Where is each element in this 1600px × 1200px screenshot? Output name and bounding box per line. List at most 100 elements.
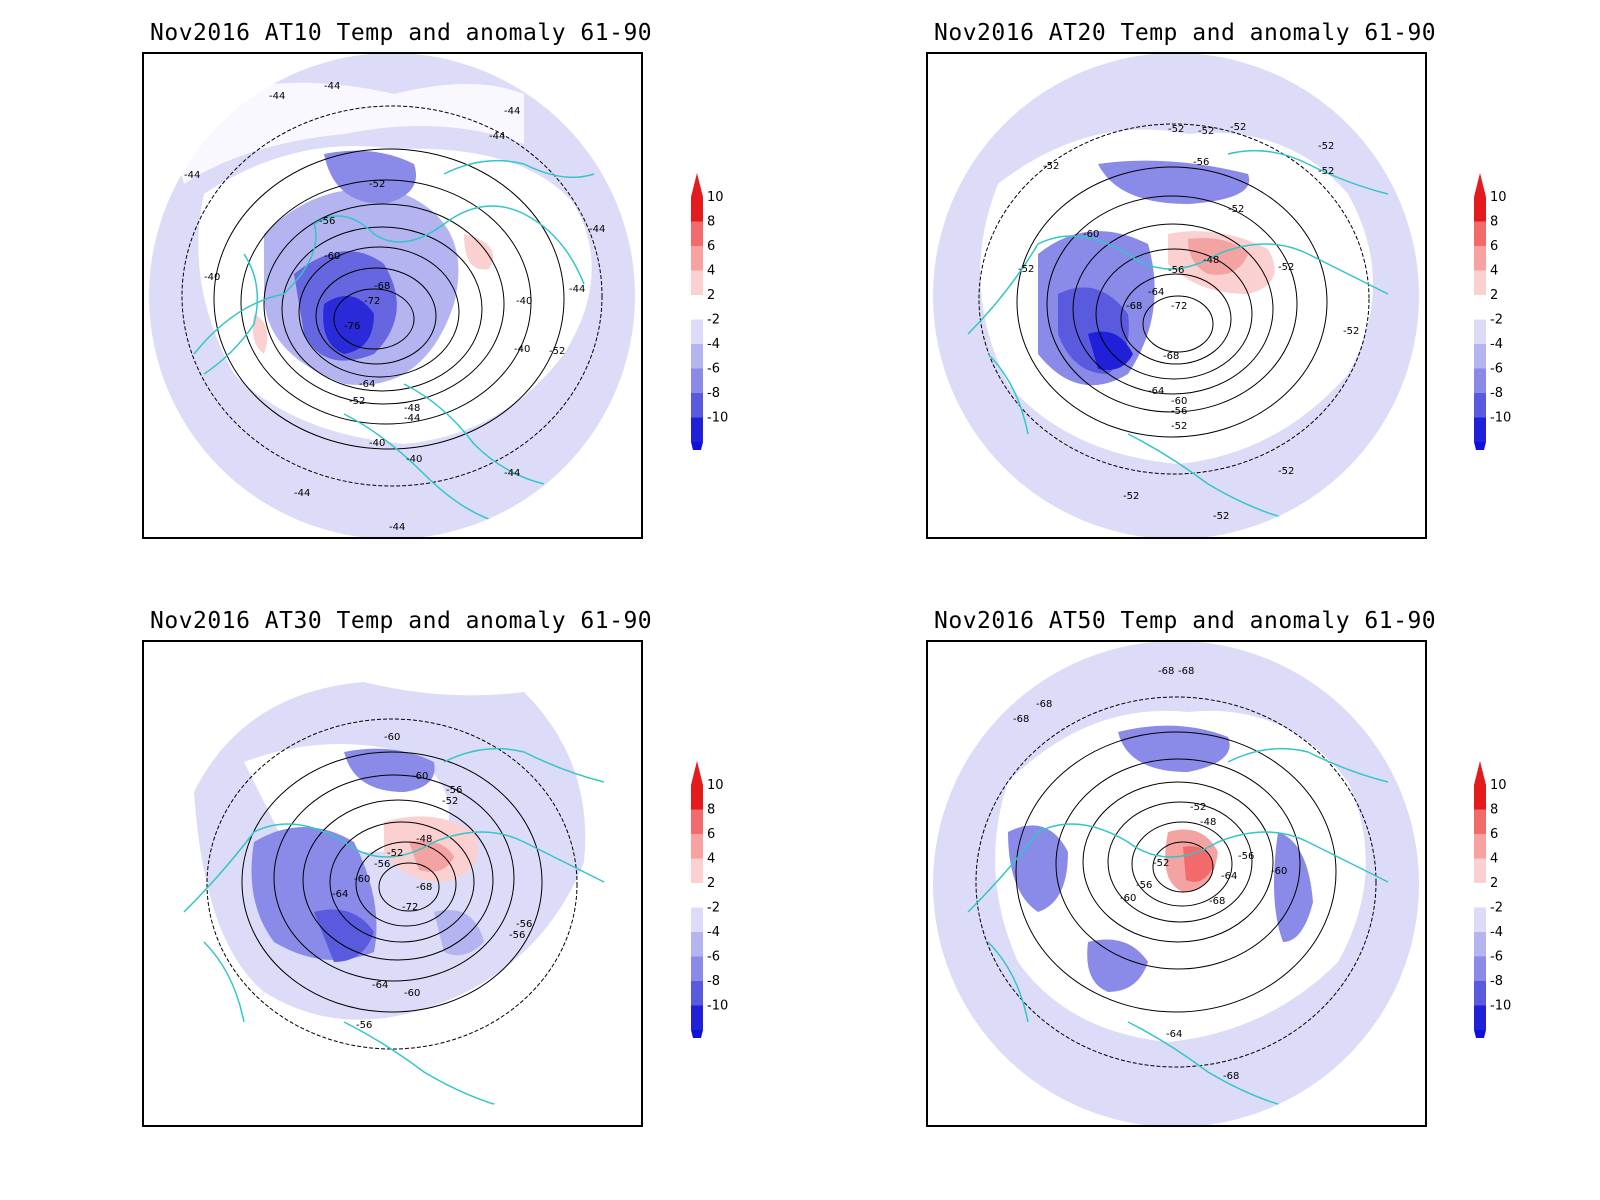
colorbar-label: -4 — [707, 925, 720, 940]
contour-label: -56 — [509, 930, 525, 941]
contour-label: -64 — [1148, 287, 1164, 298]
colorbar-label: 8 — [707, 215, 715, 230]
colorbar-label: 10 — [707, 190, 724, 205]
contour-label: -56 — [374, 859, 390, 870]
contour-label: -44 — [589, 224, 605, 235]
panel-title: Nov2016 AT50 Temp and anomaly 61-90 — [934, 608, 1437, 634]
anomaly-neg-deep — [1088, 331, 1133, 370]
contour-label: -60 — [354, 874, 370, 885]
contour-label: -76 — [344, 321, 360, 332]
colorbar-bottom-arrow — [1474, 1030, 1486, 1038]
colorbar-swatch — [1474, 956, 1486, 981]
colorbar-swatch — [1474, 246, 1486, 271]
contour-labels: -60 -60 -56 -52 -48 -52 -56 -60 -64 -68 … — [332, 732, 532, 1031]
contour-label: -56 — [1193, 157, 1209, 168]
colorbar-label: -2 — [1490, 901, 1503, 916]
colorbar-label: -2 — [707, 901, 720, 916]
colorbar-bottom-arrow — [691, 1030, 703, 1038]
colorbar-label: -6 — [1490, 362, 1503, 377]
colorbar-swatch — [1474, 417, 1486, 442]
contour-label: -48 — [1200, 817, 1216, 828]
contour-label: -60 — [1120, 893, 1136, 904]
contour-label: -52 — [1168, 124, 1184, 135]
contour-label: -64 — [1166, 1029, 1182, 1040]
contour-label: -64 — [359, 379, 375, 390]
contour-label: -40 — [204, 272, 220, 283]
contour-label: -68 — [416, 882, 432, 893]
colorbar-label: -8 — [1490, 386, 1503, 401]
contour-label: -60 — [404, 988, 420, 999]
colorbar-swatch — [691, 785, 703, 810]
colorbar-swatch — [1474, 858, 1486, 883]
contour-label: -52 — [1228, 204, 1244, 215]
colorbar-swatch — [691, 270, 703, 295]
contour-label: -52 — [1318, 141, 1334, 152]
contour-label: -48 — [404, 403, 420, 414]
contour-label: -56 — [1171, 406, 1187, 417]
colorbar-label: 10 — [1490, 190, 1507, 205]
contour-label: -48 — [416, 834, 432, 845]
contour-label: -56 — [516, 919, 532, 930]
contour-label: -52 — [369, 179, 385, 190]
panel-title: Nov2016 AT30 Temp and anomaly 61-90 — [150, 608, 653, 634]
colorbar-swatch — [1474, 834, 1486, 859]
contour-label: -68 — [374, 281, 390, 292]
colorbar-swatch — [691, 295, 703, 320]
colorbar-swatch — [691, 809, 703, 834]
contour-label: -72 — [402, 902, 418, 913]
contour-label: -52 — [549, 346, 565, 357]
contour-label: -52 — [1213, 511, 1229, 522]
contour-label: -56 — [1168, 265, 1184, 276]
colorbar-swatch — [1474, 932, 1486, 957]
contour-label: -68 — [1158, 666, 1174, 677]
colorbar-label: -10 — [1490, 411, 1511, 426]
contour-label: -68 — [1013, 714, 1029, 725]
contour-label: -44 — [504, 106, 520, 117]
contour-label: -52 — [442, 796, 458, 807]
contour-label: -56 — [446, 785, 462, 796]
contour-label: -44 — [389, 522, 405, 533]
colorbar-label: 8 — [1490, 215, 1498, 230]
contour-label: -56 — [1238, 851, 1254, 862]
contour-label: -60 — [384, 732, 400, 743]
colorbar-swatch — [1474, 981, 1486, 1006]
colorbar-label: 8 — [707, 803, 715, 818]
colorbar-swatch — [691, 344, 703, 369]
colorbar-label: -6 — [1490, 950, 1503, 965]
colorbar-swatch — [1474, 197, 1486, 222]
contour-label: -60 — [324, 251, 340, 262]
contour-label: -52 — [1018, 264, 1034, 275]
contour-label: -52 — [1230, 122, 1246, 133]
contour-label: -60 — [1171, 396, 1187, 407]
colorbar-label: -10 — [1490, 999, 1511, 1014]
polar-map: -68 -68 -68 -68 -52 -48 -56 -52 -56 -60 … — [926, 640, 1427, 1127]
colorbar-swatch — [691, 393, 703, 418]
colorbar-swatch — [691, 368, 703, 393]
colorbar-label: 2 — [707, 876, 715, 891]
contour-label: -52 — [1318, 166, 1334, 177]
colorbar-top-arrow — [1474, 761, 1486, 785]
map-svg: -68 -68 -68 -68 -52 -48 -56 -52 -56 -60 … — [933, 642, 1419, 1125]
colorbar-swatch — [691, 1005, 703, 1030]
anomaly-neg-strong — [1008, 825, 1068, 912]
contour-labels: -52 -52 -52 -52 -52 -52 -56 -52 -60 -52 … — [1018, 122, 1359, 522]
colorbar-top-arrow — [691, 761, 703, 785]
colorbar-top-arrow — [1474, 173, 1486, 197]
colorbar-bottom-left: 10 8 6 4 2 -2 -4 -6 -8 -10 — [691, 761, 728, 1038]
contour-label: -56 — [319, 216, 335, 227]
colorbar-label: -2 — [1490, 313, 1503, 328]
colorbar-swatch — [1474, 344, 1486, 369]
colorbar-bottom-right: 10 8 6 4 2 -2 -4 -6 -8 -10 — [1474, 761, 1511, 1038]
colorbar-label: 4 — [1490, 852, 1498, 867]
colorbar-bottom-arrow — [1474, 442, 1486, 450]
colorbar-label: 4 — [707, 852, 715, 867]
contour-label: -44 — [404, 413, 420, 424]
colorbar-label: 6 — [707, 239, 715, 254]
colorbar-label: 4 — [1490, 264, 1498, 279]
colorbar-swatch — [1474, 295, 1486, 320]
contour-label: -52 — [1198, 126, 1214, 137]
colorbar-swatch — [1474, 785, 1486, 810]
colorbar-label: 6 — [1490, 239, 1498, 254]
colorbar-swatch — [691, 221, 703, 246]
colorbar-swatch — [1474, 907, 1486, 932]
